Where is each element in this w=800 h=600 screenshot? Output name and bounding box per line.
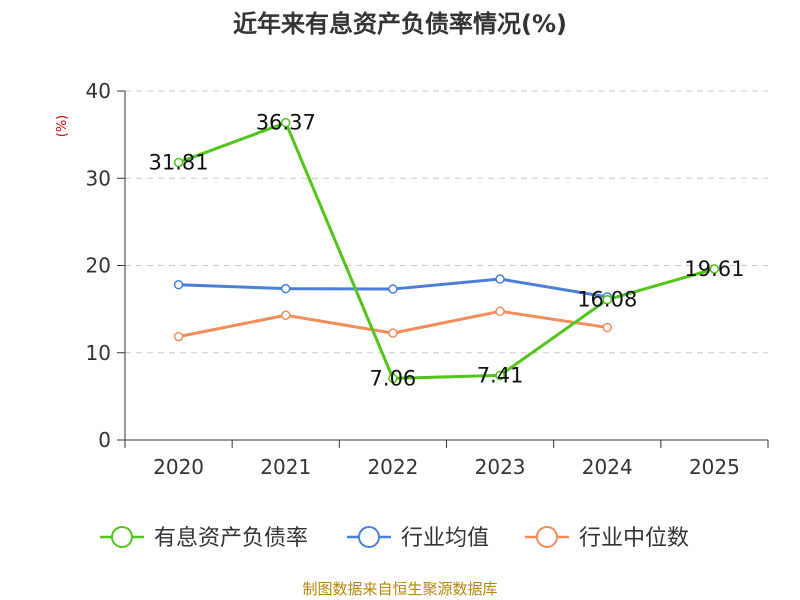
legend-marker <box>536 526 558 548</box>
legend-label: 有息资产负债率 <box>154 526 308 551</box>
x-tick-label: 2025 <box>689 455 740 479</box>
data-label: 19.61 <box>684 257 744 281</box>
x-tick-label: 2021 <box>260 455 311 479</box>
x-tick-label: 2022 <box>367 455 418 479</box>
data-point <box>388 328 398 338</box>
x-tick-label: 2023 <box>475 455 526 479</box>
data-label: 36.37 <box>256 111 316 135</box>
y-tick-label: 40 <box>86 79 111 103</box>
data-label: 7.06 <box>370 366 417 390</box>
data-point <box>281 283 291 294</box>
axes: 0 10 20 30 40 2020 2021 2022 2023 2024 2025 <box>86 79 769 479</box>
grid-lines <box>125 90 768 354</box>
data-labels: 31.81 36.37 7.06 7.41 16.08 19.61 <box>149 111 745 391</box>
data-point <box>173 331 184 342</box>
legend-label: 行业中位数 <box>579 526 689 551</box>
data-point <box>495 306 505 317</box>
data-point <box>173 279 184 290</box>
data-point <box>281 117 291 128</box>
data-label: 31.81 <box>149 150 209 174</box>
data-point <box>495 370 505 381</box>
legend: 有息资产负债率 行业均值 行业中位数 <box>100 526 689 551</box>
data-point <box>602 322 612 333</box>
data-point <box>281 310 291 320</box>
data-point <box>602 294 612 305</box>
y-tick-label: 0 <box>98 428 111 452</box>
chart-title: 近年来有息资产负债率情况(%) <box>233 10 567 38</box>
data-point <box>709 264 720 274</box>
legend-label: 行业均值 <box>401 526 489 551</box>
data-point <box>495 274 505 284</box>
legend-marker <box>111 526 133 548</box>
data-label: 16.08 <box>577 288 637 312</box>
y-tick-label: 10 <box>86 341 111 365</box>
data-point <box>388 373 398 384</box>
data-label: 7.41 <box>477 363 524 387</box>
series-layer <box>173 117 720 384</box>
x-tick-label: 2024 <box>582 455 633 479</box>
x-tick-label: 2020 <box>153 455 204 479</box>
series-line <box>178 121 715 380</box>
legend-marker <box>358 526 380 548</box>
footer-source: 制图数据来自恒生聚源数据库 <box>302 580 497 598</box>
y-tick-label: 20 <box>86 254 111 278</box>
y-tick-label: 30 <box>86 166 111 190</box>
data-point <box>388 284 398 294</box>
y-axis-label: (%) <box>55 115 70 138</box>
data-point <box>173 157 184 168</box>
